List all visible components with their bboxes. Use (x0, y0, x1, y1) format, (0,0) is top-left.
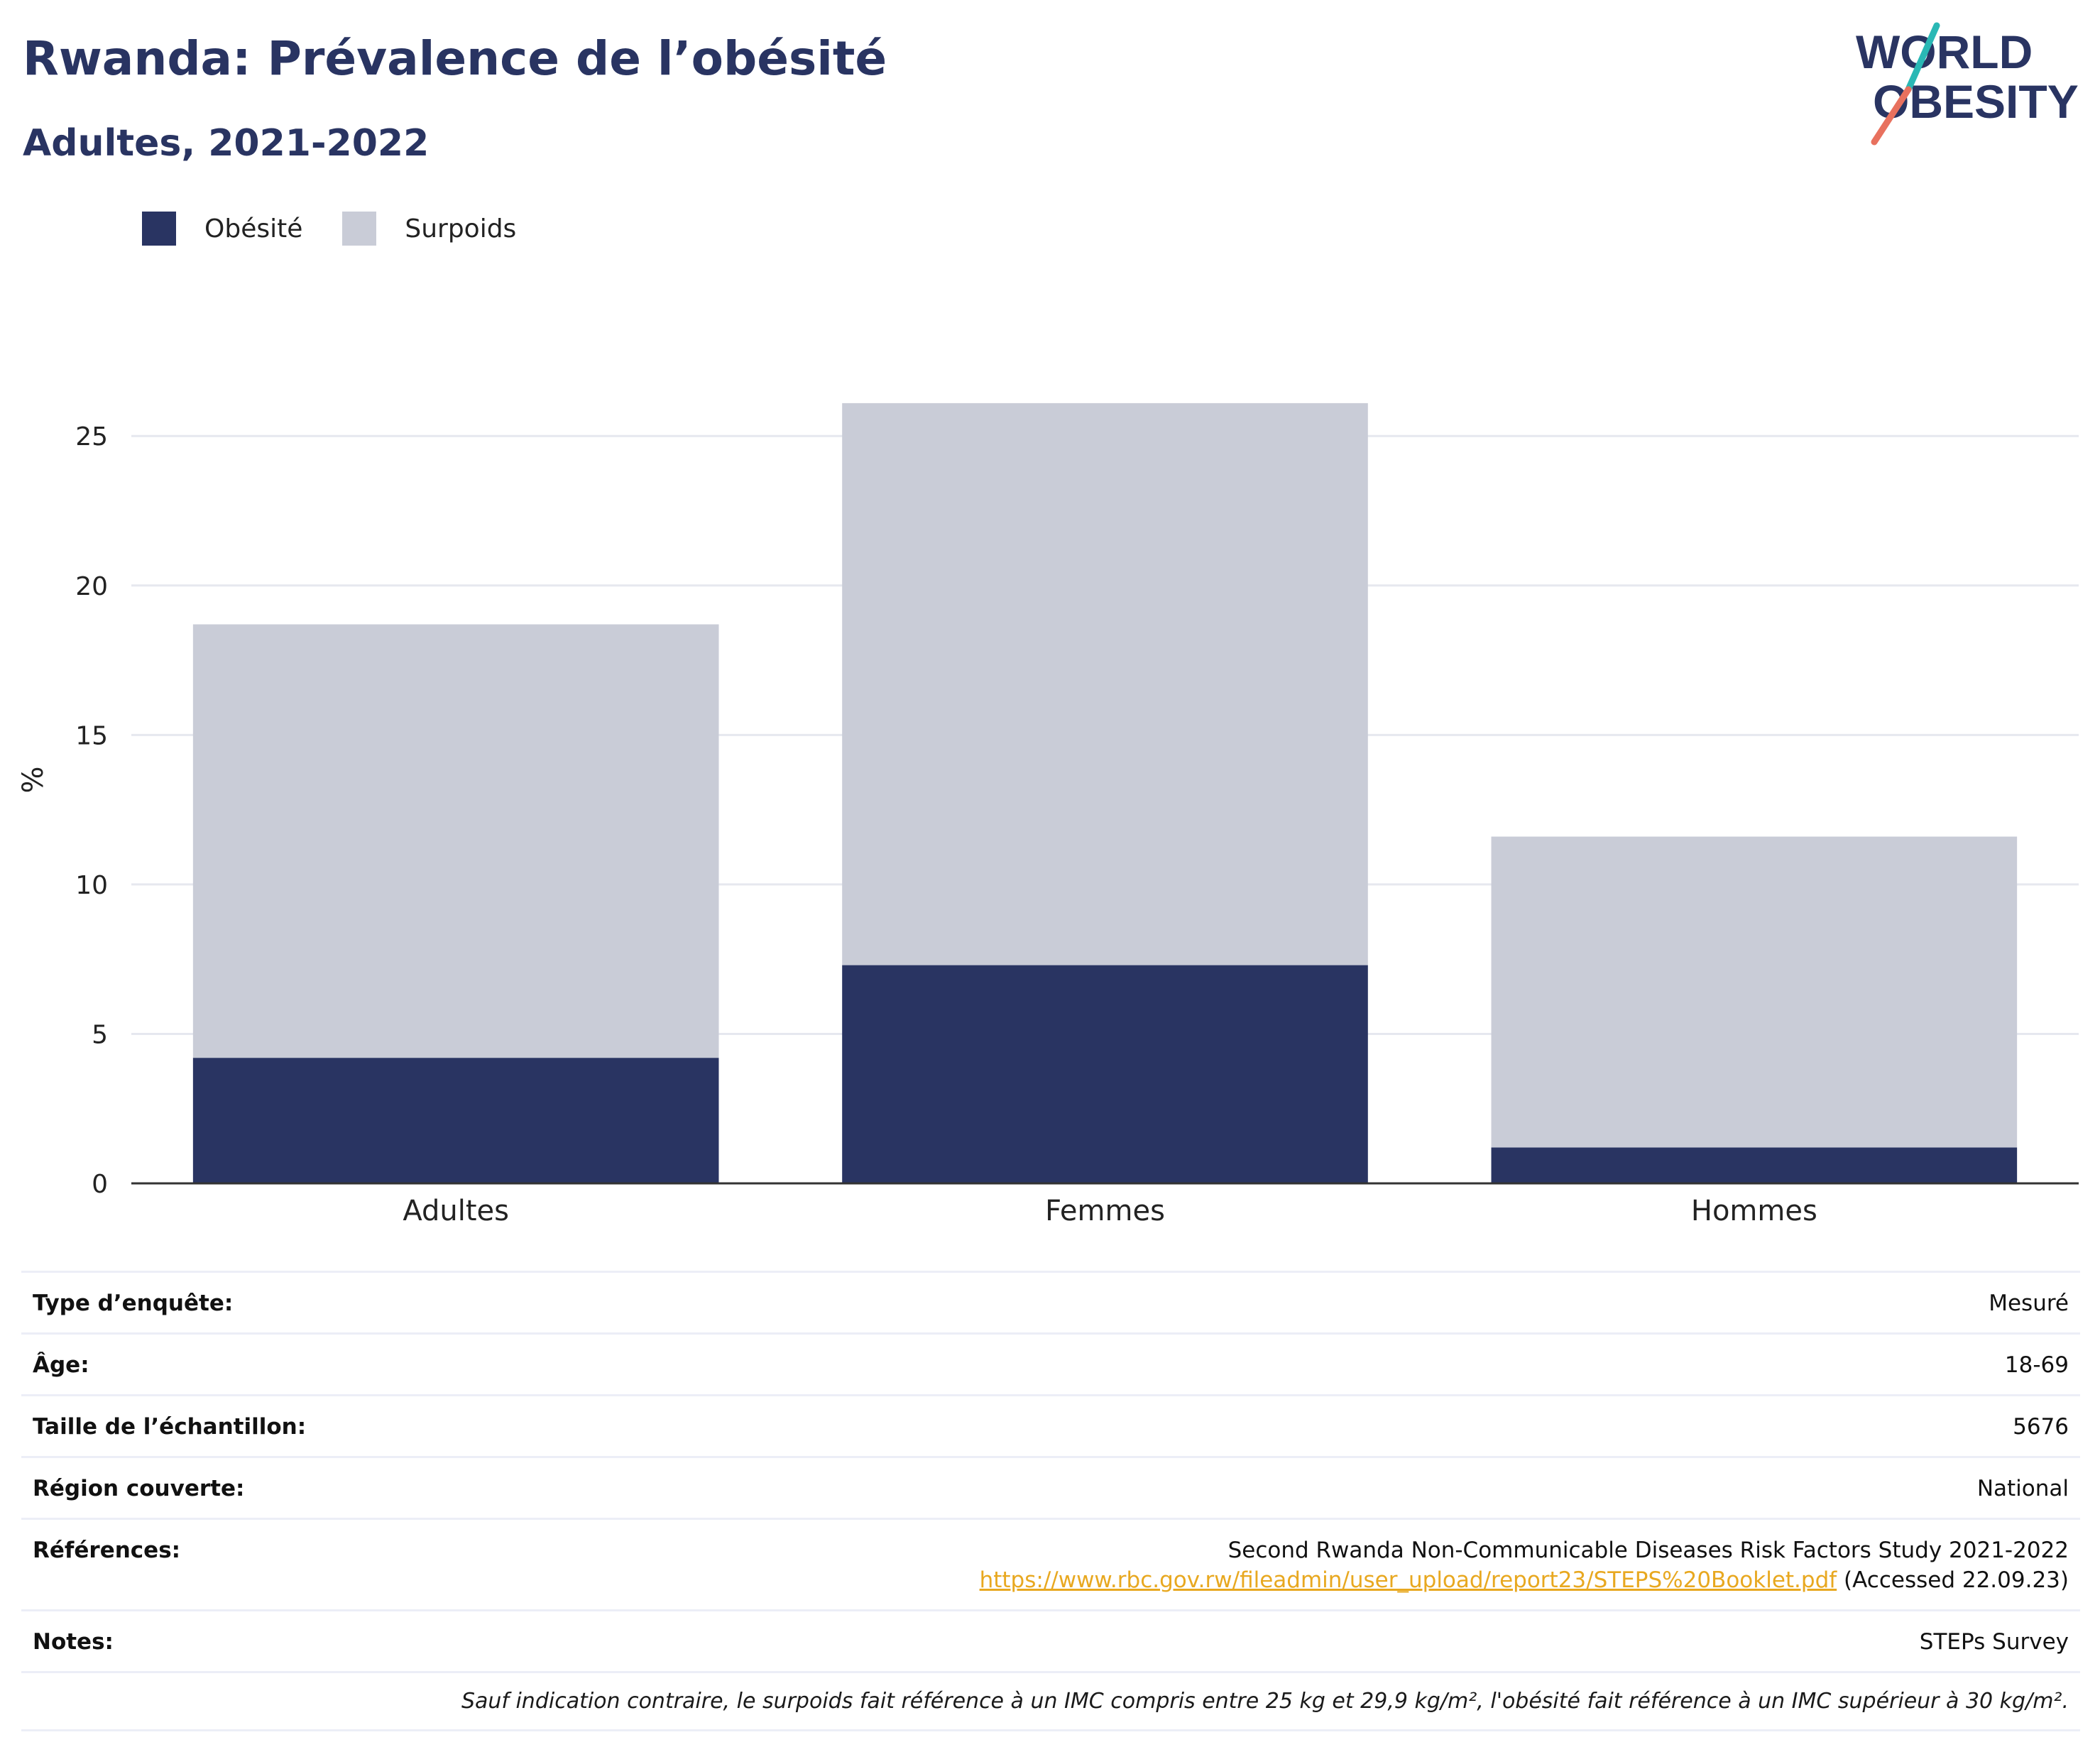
info-label: Notes: (33, 1629, 114, 1655)
chart-svg: 0 5 10 15 20 25% Adultes Femmes Hommes (17, 402, 2079, 1227)
info-row-age: Âge: 18-69 (21, 1335, 2080, 1396)
references-value: Second Rwanda Non-Communicable Diseases … (980, 1535, 2069, 1595)
info-value: Mesuré (1989, 1291, 2069, 1316)
info-value: National (1976, 1476, 2069, 1501)
info-label: Type d’enquête: (33, 1291, 234, 1316)
bar-obesite (1491, 1147, 2018, 1183)
y-tick-label: 0 (92, 1170, 108, 1199)
legend-swatch-obesite (142, 212, 176, 246)
logo-text-world: WORLD (1856, 26, 2033, 78)
y-tick-label: 20 (75, 572, 108, 601)
x-tick-label: Adultes (403, 1195, 509, 1227)
bar-surpoids (1491, 836, 2018, 1148)
info-label: Âge: (33, 1352, 89, 1378)
y-axis-label: % (17, 766, 50, 793)
x-tick-label: Femmes (1045, 1195, 1165, 1227)
info-row-sample-size: Taille de l’échantillon: 5676 (21, 1396, 2080, 1458)
bar-chart: 0 5 10 15 20 25% Adultes Femmes Hommes (0, 298, 2100, 1245)
info-row-survey-type: Type d’enquête: Mesuré (21, 1273, 2080, 1335)
info-label: Région couverte: (33, 1476, 245, 1501)
world-obesity-logo: WORLD OBESITY (1853, 20, 2080, 155)
info-row-notes: Notes: STEPs Survey (21, 1611, 2080, 1673)
bar-surpoids (842, 402, 1368, 965)
reference-study: Second Rwanda Non-Communicable Diseases … (1227, 1538, 2069, 1563)
y-tick-label: 5 (92, 1020, 108, 1049)
logo-slash-bottom (1871, 86, 1912, 146)
page-title: Rwanda: Prévalence de l’obésité (23, 31, 887, 86)
y-tick-label: 15 (75, 721, 108, 750)
y-tick-label: 10 (75, 871, 108, 900)
info-value: 5676 (2013, 1414, 2069, 1440)
definition-footnote: Sauf indication contraire, le surpoids f… (21, 1673, 2080, 1731)
legend-label-surpoids: Surpoids (405, 214, 517, 243)
info-row-region: Région couverte: National (21, 1458, 2080, 1520)
logo-graphic: WORLD OBESITY (1856, 22, 2079, 146)
info-value: 18-69 (2004, 1352, 2069, 1378)
info-row-references: Références: Second Rwanda Non-Communicab… (21, 1520, 2080, 1611)
legend-item-surpoids[interactable]: Surpoids (342, 212, 516, 246)
info-label: Références: (33, 1538, 181, 1563)
legend-item-obesite[interactable]: Obésité (142, 212, 302, 246)
chart-legend: Obésité Surpoids (142, 212, 556, 246)
logo-slash-top (1905, 22, 1940, 93)
info-value: STEPs Survey (1919, 1629, 2069, 1655)
y-tick-label: 25 (75, 422, 108, 451)
logo-text-obesity: OBESITY (1873, 75, 2079, 128)
info-table: Type d’enquête: Mesuré Âge: 18-69 Taille… (21, 1271, 2080, 1731)
reference-link[interactable]: https://www.rbc.gov.rw/fileadmin/user_up… (979, 1567, 1837, 1593)
legend-swatch-surpoids (342, 212, 377, 246)
bar-obesite (192, 1058, 719, 1183)
page-subtitle: Adultes, 2021-2022 (23, 122, 430, 165)
legend-label-obesite: Obésité (204, 214, 303, 243)
bar-obesite (842, 965, 1368, 1183)
info-label: Taille de l’échantillon: (33, 1414, 307, 1440)
reference-accessed: (Accessed 22.09.23) (1837, 1567, 2069, 1593)
bar-surpoids (192, 624, 719, 1058)
x-tick-label: Hommes (1691, 1195, 1817, 1227)
